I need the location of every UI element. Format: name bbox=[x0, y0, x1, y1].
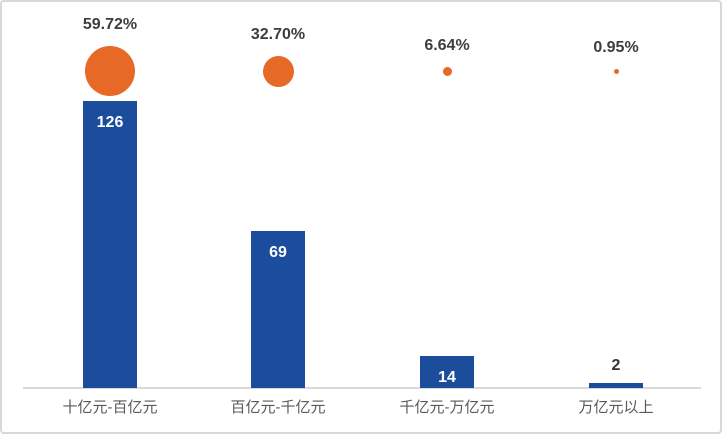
percent-bubble bbox=[613, 68, 619, 74]
percent-bubble bbox=[85, 46, 135, 96]
category-label: 万亿元以上 bbox=[578, 399, 654, 416]
percent-label: 59.72% bbox=[82, 16, 138, 33]
category-label: 百亿元-千亿元 bbox=[230, 399, 326, 416]
percent-label: 6.64% bbox=[424, 36, 470, 54]
bar bbox=[83, 101, 137, 388]
bar-value-label: 14 bbox=[438, 369, 456, 386]
bar bbox=[420, 356, 474, 388]
percent-label: 32.70% bbox=[250, 25, 306, 43]
percent-bubble bbox=[262, 55, 294, 87]
bar-value-label: 126 bbox=[96, 114, 124, 131]
category-label: 十亿元-百亿元 bbox=[62, 399, 158, 416]
bar bbox=[251, 231, 305, 388]
bar bbox=[589, 383, 643, 388]
percent-bubble bbox=[442, 66, 452, 76]
category-label: 千亿元-万亿元 bbox=[399, 399, 495, 416]
percent-label: 0.95% bbox=[593, 38, 639, 56]
x-axis-line bbox=[23, 387, 701, 389]
bar-value-label: 2 bbox=[611, 357, 621, 374]
bar-value-label: 69 bbox=[269, 244, 287, 261]
